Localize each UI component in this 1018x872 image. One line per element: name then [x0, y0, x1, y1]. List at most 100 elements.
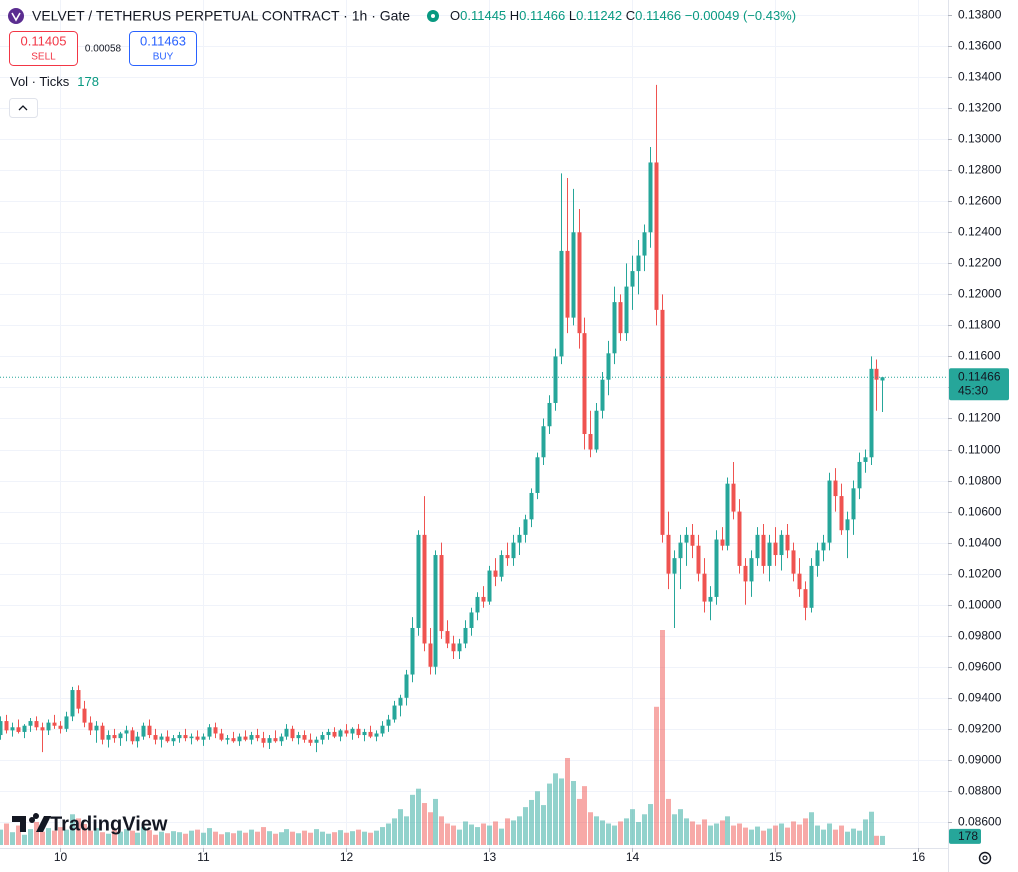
candle-body [660, 309, 665, 535]
x-tick-label: 14 [626, 850, 640, 864]
sell-button[interactable]: 0.11405 SELL [9, 31, 78, 66]
ohlc-change: −0.00049 (−0.43%) [685, 8, 796, 23]
candle-body [320, 735, 325, 740]
y-tick-label: 0.13600 [958, 39, 1002, 53]
volume-bar [106, 833, 111, 845]
candle-body [678, 542, 683, 559]
volume-bar [290, 831, 295, 845]
candle-body [350, 728, 355, 734]
candle-body [308, 739, 313, 743]
candle-body [0, 721, 3, 736]
price-label-box [949, 368, 1009, 401]
candle-body [374, 733, 379, 737]
y-tick-label: 0.10000 [958, 598, 1002, 612]
candle-body [499, 555, 504, 577]
candle-body [815, 550, 820, 566]
candle-body [749, 558, 754, 582]
candle-body [106, 735, 111, 740]
volume-label-box [949, 828, 981, 844]
volume-bar [797, 824, 802, 845]
candle-body [314, 739, 319, 743]
volume-bar [88, 830, 93, 845]
buy-price[interactable]: 0.11463 [140, 33, 186, 48]
buy-button[interactable]: 0.11463 BUY [129, 31, 197, 66]
candle-body [529, 492, 534, 520]
sell-label[interactable]: SELL [31, 52, 56, 63]
candle-body [159, 736, 164, 740]
volume-bar [165, 833, 170, 845]
buy-label[interactable]: BUY [153, 52, 174, 63]
volume-bar [16, 825, 21, 845]
y-tick-label: 0.12400 [958, 225, 1002, 239]
volume-bar [708, 825, 713, 845]
candle-body [141, 725, 146, 737]
chart-title: VELVET / TETHERUS PERPETUAL CONTRACT · 1… [32, 8, 410, 24]
volume-bar [535, 791, 540, 845]
volume-bar [565, 757, 570, 845]
volume-bar [624, 818, 629, 845]
candle-body [243, 736, 248, 740]
candle-body [392, 705, 397, 720]
volume-bar [171, 831, 176, 845]
volume-bar [201, 832, 206, 845]
candle-body [249, 735, 254, 740]
buy-box[interactable] [129, 31, 197, 66]
y-tick-label: 0.09800 [958, 629, 1002, 643]
y-tick-label: 0.12600 [958, 194, 1002, 208]
candle-body [284, 728, 289, 737]
volume-bar [320, 831, 325, 845]
candle-body [404, 674, 409, 698]
volume-bar [213, 831, 218, 845]
candle-body [201, 736, 206, 740]
candle-body [213, 727, 218, 734]
volume-bar [487, 825, 492, 845]
volume-bar [684, 818, 689, 845]
candle-body [809, 565, 814, 608]
x-tick-label: 13 [483, 850, 497, 864]
candle-body [451, 643, 456, 652]
volume-bar [296, 833, 301, 845]
volume-bar [243, 832, 248, 845]
volume-bar [529, 799, 534, 845]
price-label: 0.11466 [958, 369, 1001, 383]
collapse-button[interactable] [9, 98, 38, 118]
sell-price[interactable]: 0.11405 [20, 33, 66, 48]
spread: 0.00058 [85, 44, 122, 55]
y-tick-label: 0.09400 [958, 691, 1002, 705]
settings-icon[interactable] [978, 851, 992, 865]
candle-body [70, 690, 75, 717]
y-tick-label: 0.13000 [958, 132, 1002, 146]
candle-body [273, 738, 278, 742]
volume-bar [267, 831, 272, 845]
volume-bar [279, 832, 284, 845]
candle-body [302, 735, 307, 740]
candle-body [588, 434, 593, 450]
candle-body [797, 573, 802, 590]
volume-bar [463, 821, 468, 845]
ohlc-label: O [450, 8, 460, 23]
volume-bar [34, 821, 39, 845]
candle-body [600, 379, 605, 411]
volume-bar [135, 832, 140, 845]
collapse-icon[interactable] [18, 105, 28, 111]
candle-body [731, 483, 736, 512]
sell-box[interactable] [9, 31, 78, 66]
volume-bar [493, 821, 498, 845]
candle-body [690, 534, 695, 546]
candle-body [684, 534, 689, 543]
volume-bar [273, 833, 278, 845]
candle-body [398, 697, 403, 706]
volume-bar [475, 827, 480, 845]
grid [0, 0, 948, 848]
candle-body [124, 730, 129, 734]
candle-body [16, 727, 21, 732]
ohlc-label: L [569, 8, 576, 23]
volume-bar [880, 835, 885, 845]
settings-icon-center[interactable] [982, 855, 988, 861]
candle-body [547, 402, 552, 427]
candle-body [791, 550, 796, 574]
volume-bar [147, 830, 152, 845]
candle-body [737, 511, 742, 566]
candle-body [94, 725, 99, 731]
